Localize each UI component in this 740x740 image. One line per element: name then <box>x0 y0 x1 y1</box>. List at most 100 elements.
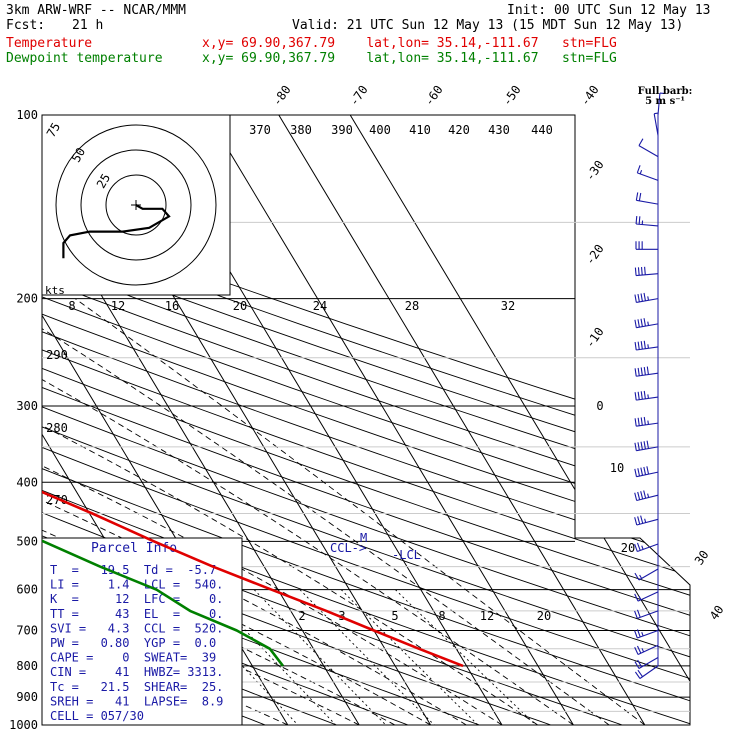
wind-barb <box>635 192 659 205</box>
parcel-level-annotation: M <box>360 531 367 545</box>
isotherm-label: 0 <box>596 399 603 413</box>
model-title: 3km ARW-WRF -- NCAR/MMM <box>6 3 187 18</box>
wind-barb <box>634 542 659 553</box>
hodograph-ring <box>55 124 217 286</box>
sounding-profiles <box>42 115 464 668</box>
pressure-tick-label: 700 <box>16 624 38 638</box>
hodograph-trace <box>62 204 171 259</box>
parcel-info-panel <box>41 537 243 726</box>
parcel-info-row: LI = 1.4 LCL = 540. <box>50 578 223 592</box>
wind-barb <box>634 466 659 478</box>
temperature-profile-line <box>42 115 464 668</box>
hodo-speed-label: 8 <box>68 299 75 313</box>
isentrope-label: 420 <box>448 123 470 137</box>
isentrope-label: 380 <box>290 123 312 137</box>
wind-barb <box>634 292 659 303</box>
hodo-speed-label: 16 <box>165 299 179 313</box>
wind-barb <box>634 515 659 526</box>
parcel-info-row: CAPE = 0 SWEAT= 39 <box>50 651 216 665</box>
mixing-ratio-line <box>395 589 537 725</box>
wind-barb <box>634 609 659 619</box>
wind-barb <box>634 266 659 277</box>
parcel-info-row: SVI = 4.3 CCL = 520. <box>50 621 223 635</box>
moist-adiabat-line <box>42 298 538 725</box>
dewpoint-profile-line <box>42 115 285 667</box>
parcel-info-box: Parcel Info T = 19.5 Td = -5.7LI = 1.4 LC… <box>41 537 243 726</box>
parcel-level-annotation: -LCL <box>392 548 421 562</box>
isentrope-label: 280 <box>46 421 68 435</box>
hodograph-ring-label: 50 <box>69 145 88 165</box>
wind-barb <box>634 416 659 427</box>
init-time: Init: 00 UTC Sun 12 May 13 <box>507 3 711 18</box>
isentrope-label: 390 <box>331 123 353 137</box>
wind-barb <box>657 92 664 116</box>
pressure-tick-label: 600 <box>16 583 38 597</box>
pressure-tick-label: 800 <box>16 659 38 673</box>
hodograph-ring-label: 25 <box>94 171 113 191</box>
isentrope-label: 290 <box>46 348 68 362</box>
dewpoint-location: x,y= 69.90,367.79 lat,lon= 35.14,-111.67… <box>202 51 617 66</box>
mixing-ratio-line <box>206 589 337 725</box>
hodograph-units-label: kts <box>45 284 65 297</box>
hodo-speed-label: 32 <box>501 299 515 313</box>
parcel-info-row: SREH = 41 LAPSE= 8.9 <box>50 694 223 708</box>
hodo-speed-label: 20 <box>233 299 247 313</box>
isotherm-label: -80 <box>270 83 294 109</box>
mixing-ratio-label: 5 <box>391 609 398 623</box>
parcel-info-title: Parcel Info <box>91 541 177 556</box>
wind-barb <box>634 340 659 351</box>
mixing-ratio-line <box>253 589 387 725</box>
forecast-hour: 21 h <box>72 18 104 33</box>
isotherm-label: -50 <box>500 83 524 109</box>
isentrope-label: 440 <box>531 123 553 137</box>
isotherm-label: -70 <box>347 83 371 109</box>
wind-barb <box>634 390 659 401</box>
isotherm-line <box>206 115 574 725</box>
valid-time: Valid: 21 UTC Sun 12 May 13 (15 MDT Sun … <box>292 18 684 33</box>
dewpoint-legend-label: Dewpoint temperature <box>6 51 163 66</box>
parcel-info-row: T = 19.5 Td = -5.7 <box>50 563 216 577</box>
isentrope-label: 400 <box>369 123 391 137</box>
isotherm-label: 20 <box>621 541 635 555</box>
pressure-tick-label: 300 <box>16 399 38 413</box>
parcel-level-annotation: CCL-> <box>330 541 366 555</box>
hodograph: 75 50 25 kts <box>41 114 231 297</box>
hodo-speed-label: 28 <box>405 299 419 313</box>
mixing-ratio-line <box>299 589 435 725</box>
wind-barb <box>634 644 659 656</box>
pressure-tick-label: 1000 <box>9 718 38 732</box>
parcel-info-row: Tc = 21.5 SHEAR= 25. <box>50 680 223 694</box>
temperature-legend-label: Temperature <box>6 36 93 51</box>
wind-barb <box>634 490 659 502</box>
isotherm-label: -10 <box>583 325 607 351</box>
pressure-tick-label: 500 <box>16 534 38 548</box>
mixing-ratio-label: 2 <box>298 609 305 623</box>
pressure-tick-label: 400 <box>16 475 38 489</box>
wind-barb <box>636 165 659 181</box>
isotherm-line <box>278 115 646 725</box>
parcel-info-row: CELL = 057/30 <box>50 709 144 723</box>
parcel-info-row: K = 12 LFC = 0. <box>50 592 223 606</box>
isotherm-line <box>0 115 2 725</box>
hodograph-ring <box>105 174 167 236</box>
isotherm-label: -20 <box>583 242 607 268</box>
mixing-ratio-line <box>170 589 299 725</box>
barb-legend: Full barb: 5 m s⁻¹ <box>638 86 693 107</box>
wind-barb <box>653 112 659 136</box>
isentrope-label: 410 <box>409 123 431 137</box>
wind-barb <box>634 568 659 581</box>
temperature-location: x,y= 69.90,367.79 lat,lon= 35.14,-111.67… <box>202 36 617 51</box>
wind-barb <box>634 440 659 452</box>
mixing-ratio-line <box>340 589 479 725</box>
moist-adiabat-line <box>42 387 396 725</box>
parcel-info-row: PW = 0.80 YGP = 0.0 <box>50 636 216 650</box>
hodo-speed-label: 12 <box>111 299 125 313</box>
parcel-info-row: TT = 43 EL = 0. <box>50 607 223 621</box>
barb-legend-line1: Full barb: <box>638 86 693 97</box>
isotherm-label: -40 <box>578 83 602 109</box>
wind-barb <box>635 241 658 250</box>
isotherm-line <box>349 115 690 725</box>
barb-legend-line2: 5 m s⁻¹ <box>645 96 685 107</box>
mixing-ratio-label: 8 <box>438 609 445 623</box>
